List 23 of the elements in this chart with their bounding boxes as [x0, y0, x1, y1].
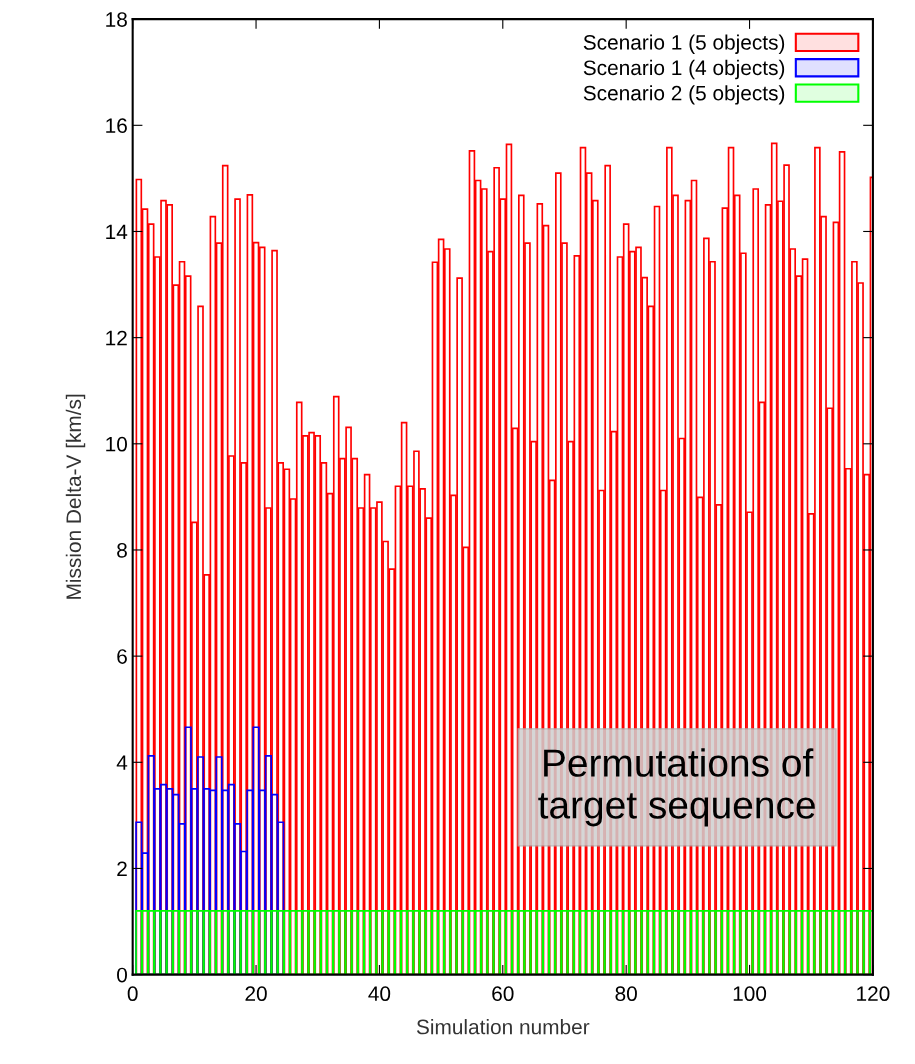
y-axis-title: Mission Delta-V [km/s] [65, 394, 86, 599]
y-tick-label: 14 [106, 224, 128, 240]
x-axis-title: Simulation number [416, 1019, 590, 1035]
x-tick-label: 0 [127, 986, 138, 1002]
y-tick-label: 12 [106, 330, 127, 346]
x-tick-label: 20 [245, 986, 267, 1002]
x-tick-label: 100 [733, 986, 767, 1002]
x-tick-label: 80 [615, 986, 637, 1002]
y-tick-label: 16 [106, 118, 127, 134]
legend-label: Scenario 1 (5 objects) [583, 34, 785, 54]
y-tick-label: 2 [117, 861, 127, 877]
y-tick-label: 8 [117, 542, 127, 558]
y-tick-label: 10 [106, 436, 127, 452]
annotation: Permutations of target sequence [538, 748, 815, 827]
x-tick-label: 120 [857, 986, 890, 1002]
legend-label: Scenario 1 (4 objects) [583, 59, 785, 80]
y-tick-label: 6 [117, 649, 127, 664]
legend-label: Scenario 2 (5 objects) [583, 85, 785, 105]
y-tick-label: 0 [117, 967, 127, 983]
x-tick-label: 40 [368, 986, 391, 1002]
y-tick-label: 18 [106, 12, 127, 27]
y-tick-label: 4 [116, 755, 128, 770]
x-tick-label: 60 [492, 986, 514, 1002]
